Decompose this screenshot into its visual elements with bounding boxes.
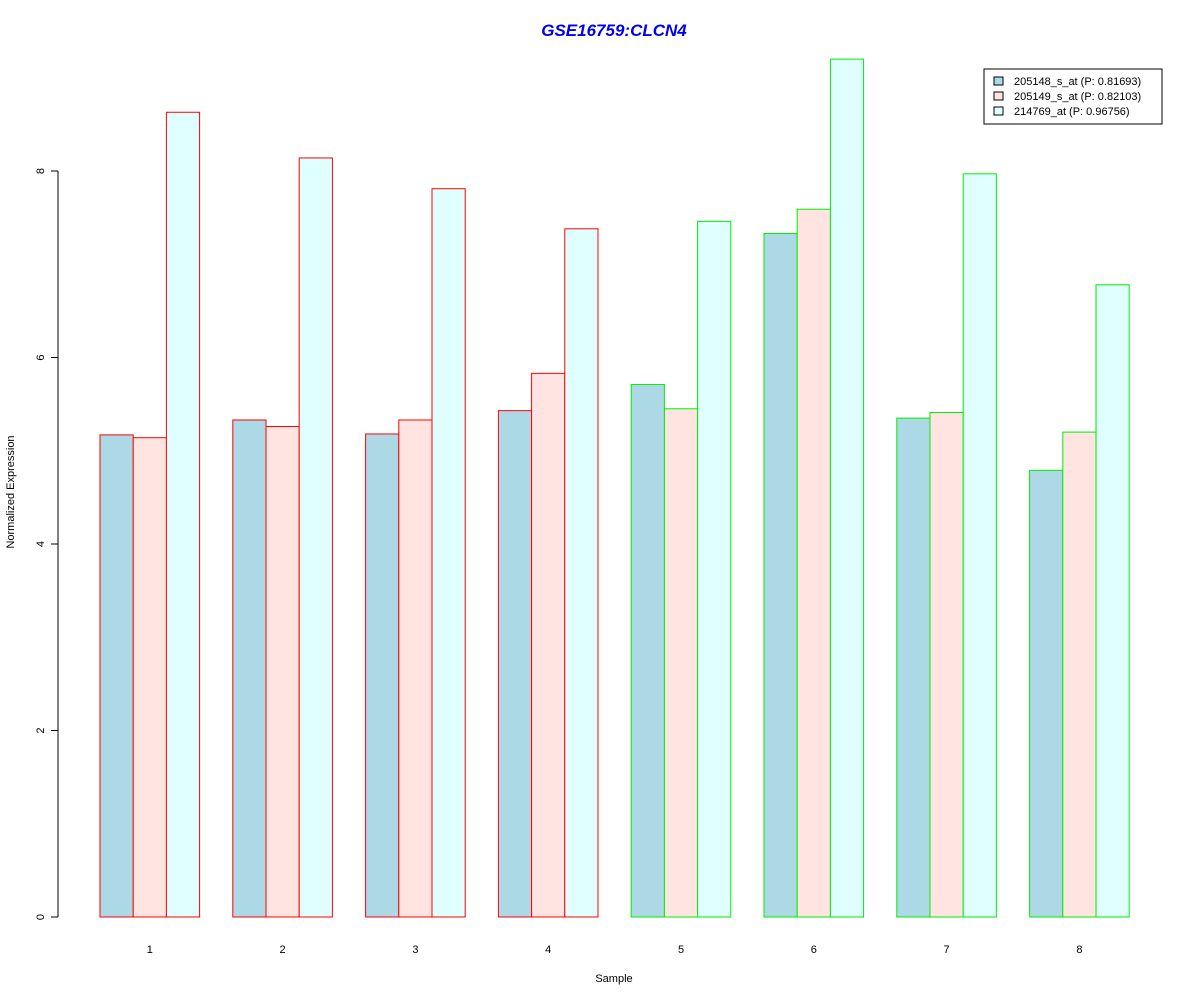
bar [763, 232, 798, 918]
legend-swatch [993, 76, 1004, 86]
bar [1062, 431, 1097, 918]
bar [132, 437, 167, 918]
y-tick-label: 2 [35, 727, 47, 733]
y-tick-label: 4 [35, 541, 47, 547]
x-tick-label: 4 [545, 944, 551, 956]
bar [663, 408, 699, 918]
bar [165, 111, 201, 918]
legend-swatch [993, 91, 1004, 101]
bar [265, 426, 300, 918]
bar [398, 419, 433, 918]
y-axis: 0 2 4 6 8 [35, 168, 59, 920]
chart-title: GSE16759:CLCN4 [541, 21, 687, 40]
legend-swatch [993, 106, 1004, 116]
x-tick-label: 1 [147, 944, 153, 956]
legend-label: 214769_at (P: 0.96756) [1014, 106, 1130, 118]
legend-box [983, 68, 1163, 125]
x-tick-label: 8 [1076, 944, 1082, 956]
bar [929, 412, 964, 918]
x-tick-label: 3 [412, 944, 418, 956]
bar [796, 208, 831, 918]
legend: 205148_s_at (P: 0.81693) 205149_s_at (P: … [983, 68, 1163, 125]
bar [896, 417, 931, 918]
x-tick-label: 6 [811, 944, 817, 956]
bar [298, 157, 333, 918]
y-axis-label: Normalized Expression [5, 435, 17, 548]
bar [1095, 284, 1130, 918]
legend-label: 205149_s_at (P: 0.82103) [1014, 91, 1141, 103]
x-tick-label: 5 [678, 944, 684, 956]
bar [630, 384, 665, 918]
x-axis-label: Sample [595, 973, 632, 985]
legend-label: 205148_s_at (P: 0.81693) [1014, 76, 1141, 88]
bar [99, 434, 134, 918]
x-tick-label: 2 [280, 944, 286, 956]
bar [431, 188, 466, 918]
bar [697, 220, 732, 918]
bar [365, 433, 400, 918]
bar [232, 419, 267, 918]
bar-group [99, 58, 1130, 918]
bar [962, 173, 997, 918]
y-tick-label: 6 [35, 354, 47, 360]
bar [497, 410, 533, 918]
y-tick-label: 0 [35, 914, 47, 920]
bar [531, 372, 566, 918]
x-axis: 1 2 3 4 5 6 7 8 [147, 944, 1083, 956]
x-tick-label: 7 [944, 944, 950, 956]
bar [564, 228, 599, 918]
bar [1029, 469, 1064, 918]
y-tick-label: 8 [35, 168, 47, 174]
bar [829, 58, 865, 918]
